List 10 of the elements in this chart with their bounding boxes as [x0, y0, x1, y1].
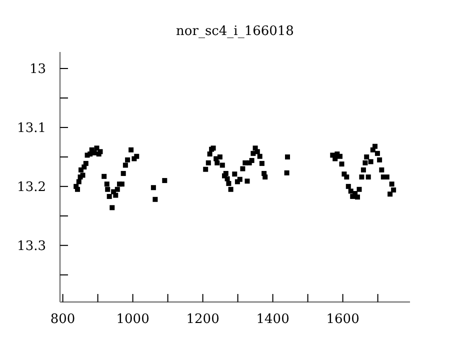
y-tick-label: 13.1 — [17, 121, 46, 136]
x-tick-label: 1200 — [186, 312, 220, 328]
x-tick-label: 1400 — [256, 312, 290, 328]
x-tick-label: 1600 — [326, 312, 360, 328]
x-tick-label: 800 — [50, 312, 76, 328]
y-tick-label: 13.3 — [17, 239, 46, 254]
x-tick-label: 1000 — [116, 312, 150, 328]
chart-title: nor_sc4_i_166018 — [175, 24, 295, 39]
y-tick-label: 13.2 — [17, 180, 46, 196]
y-tick-label: 13 — [29, 62, 46, 78]
